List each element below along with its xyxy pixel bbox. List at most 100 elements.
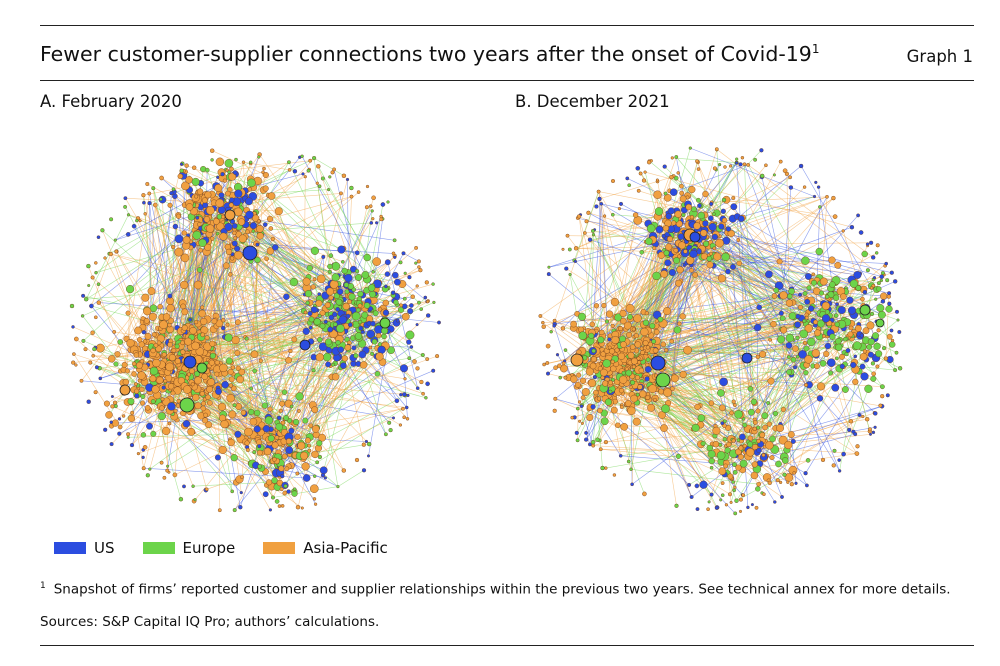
network-node <box>280 504 285 508</box>
network-node <box>715 238 724 248</box>
network-node <box>371 195 376 201</box>
network-node <box>279 400 285 407</box>
network-node <box>147 191 152 196</box>
network-node <box>358 325 364 331</box>
network-node <box>238 234 247 243</box>
network-node <box>354 250 360 256</box>
network-node <box>187 427 196 436</box>
network-node <box>746 163 751 167</box>
network-node <box>394 398 400 404</box>
network-node <box>189 368 195 374</box>
network-node <box>261 402 268 409</box>
network-node <box>217 508 222 513</box>
network-node <box>604 398 612 406</box>
network-node <box>96 282 101 286</box>
network-node <box>94 315 98 320</box>
network-node <box>151 186 156 191</box>
network-node <box>722 419 727 424</box>
network-node <box>112 329 117 334</box>
network-edge <box>230 324 367 399</box>
network-node <box>257 464 262 469</box>
network-node <box>94 261 98 265</box>
network-node <box>673 248 679 253</box>
network-node <box>692 272 698 278</box>
network-node <box>671 220 677 226</box>
network-node <box>383 432 388 437</box>
network-node <box>865 268 870 273</box>
network-node <box>327 263 333 270</box>
network-edge <box>748 164 874 258</box>
network-node <box>733 485 737 489</box>
network-node <box>738 453 744 460</box>
network-node <box>227 368 234 375</box>
network-node <box>697 414 706 422</box>
network-edge <box>294 345 386 424</box>
network-node <box>308 325 313 330</box>
network-node <box>578 419 582 423</box>
network-node <box>729 164 733 168</box>
network-node <box>159 197 163 201</box>
network-node <box>393 299 399 306</box>
network-node <box>811 272 816 277</box>
network-node <box>625 369 633 377</box>
network-node <box>652 271 661 281</box>
network-node <box>136 336 143 343</box>
network-node <box>633 333 639 339</box>
network-node <box>191 177 200 186</box>
network-node <box>114 351 121 358</box>
network-node <box>210 158 214 162</box>
network-node <box>204 167 210 173</box>
network-node <box>674 155 679 159</box>
network-node <box>712 246 716 251</box>
network-node <box>879 274 885 279</box>
network-node <box>90 330 95 335</box>
network-edge <box>760 443 783 498</box>
network-node <box>768 337 772 342</box>
network-node <box>161 352 167 358</box>
network-node <box>865 242 870 246</box>
network-node <box>253 409 261 417</box>
network-edge <box>676 156 809 313</box>
network-node <box>697 211 706 220</box>
network-node <box>875 251 879 255</box>
network-node <box>798 304 804 310</box>
network-node <box>629 467 633 471</box>
network-node <box>777 335 786 344</box>
network-node <box>719 377 728 387</box>
network-node <box>654 207 664 216</box>
network-node <box>775 460 782 468</box>
network-node <box>400 406 405 411</box>
network-node <box>165 362 174 372</box>
network-node <box>216 222 225 231</box>
network-node <box>403 377 407 381</box>
network-node <box>232 508 237 513</box>
network-node <box>361 311 369 319</box>
network-node <box>297 441 306 450</box>
network-node <box>819 277 828 286</box>
network-node <box>195 215 200 220</box>
network-node <box>803 345 810 352</box>
network-node <box>94 365 99 370</box>
network-node <box>180 253 190 263</box>
network-node <box>262 172 269 179</box>
network-edge <box>699 205 781 297</box>
network-node <box>859 333 864 338</box>
network-node <box>802 318 807 323</box>
network-node <box>677 241 686 250</box>
network-node <box>545 343 551 349</box>
network-node <box>612 473 617 477</box>
network-node <box>171 244 176 250</box>
network-node <box>302 277 311 286</box>
network-node <box>709 465 714 470</box>
network-node <box>798 163 804 169</box>
network-node <box>156 340 162 346</box>
network-node <box>345 313 351 319</box>
network-node <box>283 484 288 489</box>
network-node <box>142 444 148 450</box>
network-node <box>841 229 845 233</box>
network-node <box>306 264 313 272</box>
network-node <box>814 180 818 184</box>
network-node <box>855 285 862 291</box>
network-node <box>852 378 859 385</box>
network-node <box>296 409 301 413</box>
